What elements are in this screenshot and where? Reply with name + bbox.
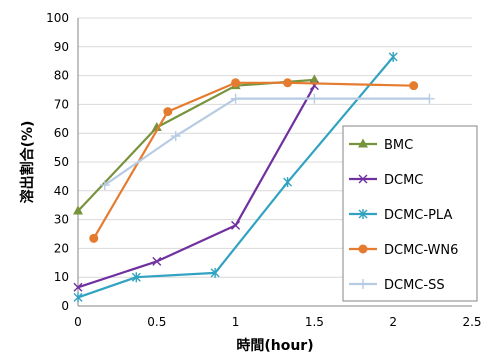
x-marker xyxy=(152,256,162,266)
legend-swatch-marker xyxy=(358,138,368,148)
asterisk-marker xyxy=(131,272,141,283)
legend-item-bmc: BMC xyxy=(349,138,413,153)
x-tick-label: 0.5 xyxy=(147,315,166,329)
data-point xyxy=(231,78,241,88)
axes xyxy=(77,18,472,307)
x-marker xyxy=(73,282,83,292)
y-tick-label: 50 xyxy=(54,155,69,169)
legend-swatch-marker xyxy=(358,174,368,184)
circle-marker xyxy=(283,78,293,88)
data-point xyxy=(309,74,320,84)
legend-swatch-marker xyxy=(358,244,368,254)
plus-marker xyxy=(309,93,320,104)
x-marker xyxy=(358,174,368,184)
plus-marker xyxy=(99,180,110,191)
data-point xyxy=(99,180,110,191)
asterisk-marker xyxy=(73,292,83,303)
legend-item-dcmc-pla: DCMC-PLA xyxy=(349,208,452,223)
legend-item-dcmc-ss: DCMC-SS xyxy=(349,278,445,293)
legend-label: DCMC-WN6 xyxy=(384,243,458,258)
data-point xyxy=(151,121,162,131)
series-dcmc xyxy=(73,81,319,292)
y-tick-label: 30 xyxy=(54,213,69,227)
triangle-marker xyxy=(73,205,83,215)
legend-item-dcmc-wn6: DCMC-WN6 xyxy=(349,243,458,258)
data-point xyxy=(424,93,435,104)
circle-marker xyxy=(231,78,241,88)
circle-marker xyxy=(358,244,368,254)
data-point xyxy=(131,272,141,283)
asterisk-marker xyxy=(358,209,368,219)
data-point xyxy=(409,81,419,91)
series-dcmc-pla xyxy=(73,51,398,303)
plus-marker xyxy=(358,279,368,289)
circle-marker xyxy=(89,233,99,243)
circle-marker xyxy=(163,107,173,117)
data-point xyxy=(388,51,398,62)
x-tick-label: 1 xyxy=(232,315,240,329)
gridlines xyxy=(78,17,472,278)
y-tick-label: 20 xyxy=(54,241,69,255)
data-point xyxy=(89,233,99,243)
tick-labels: 0 10 20 30 40 50 60 70 80 90 100 0 0.5 1 1.5 2 2.5 xyxy=(46,11,481,329)
data-point xyxy=(73,205,83,215)
data-point xyxy=(73,282,83,292)
data-point xyxy=(230,93,241,104)
legend-label: DCMC xyxy=(384,173,423,188)
triangle-marker xyxy=(151,121,162,131)
plus-marker xyxy=(424,93,435,104)
x-tick-label: 2 xyxy=(389,315,397,329)
y-axis-title: 溶出割合(%) xyxy=(19,121,36,204)
data-point xyxy=(283,78,293,88)
x-tick-label: 0 xyxy=(74,315,82,329)
legend-swatch-marker xyxy=(358,209,368,219)
plus-marker xyxy=(230,93,241,104)
asterisk-marker xyxy=(283,177,293,188)
data-point xyxy=(163,107,173,117)
y-tick-label: 60 xyxy=(54,126,69,140)
y-tick-label: 100 xyxy=(46,11,69,25)
y-tick-label: 40 xyxy=(54,184,69,198)
asterisk-marker xyxy=(210,267,220,278)
x-tick-label: 1.5 xyxy=(305,315,324,329)
data-point xyxy=(309,93,320,104)
y-tick-label: 10 xyxy=(54,270,69,284)
x-axis-title: 時間(hour) xyxy=(236,337,313,354)
y-tick-label: 70 xyxy=(54,97,69,111)
legend-label: DCMC-SS xyxy=(384,278,445,293)
data-point xyxy=(152,256,162,266)
data-point xyxy=(231,220,241,230)
legend-label: DCMC-PLA xyxy=(384,208,452,223)
x-marker xyxy=(231,220,241,230)
legend-swatch-marker xyxy=(358,279,368,289)
legend: BMC DCMC DCMC-PLA DCMC-WN6 DCMC-SS xyxy=(342,125,478,302)
triangle-marker xyxy=(309,74,320,84)
data-point xyxy=(73,292,83,303)
y-tick-label: 90 xyxy=(54,40,69,54)
series-layer xyxy=(73,51,435,303)
series-dcmc-wn6 xyxy=(89,78,419,243)
circle-marker xyxy=(409,81,419,91)
y-tick-label: 80 xyxy=(54,69,69,83)
series-line-dcmc xyxy=(77,85,316,289)
plus-marker xyxy=(170,131,181,142)
data-point xyxy=(170,131,181,142)
data-point xyxy=(210,267,220,278)
legend-label: BMC xyxy=(384,138,413,153)
y-tick-label: 0 xyxy=(61,299,69,313)
asterisk-marker xyxy=(388,51,398,62)
legend-item-dcmc: DCMC xyxy=(349,173,423,188)
data-point xyxy=(283,177,293,188)
x-tick-label: 2.5 xyxy=(462,315,481,329)
triangle-marker xyxy=(358,138,368,148)
series-dcmc-ss xyxy=(99,93,435,191)
